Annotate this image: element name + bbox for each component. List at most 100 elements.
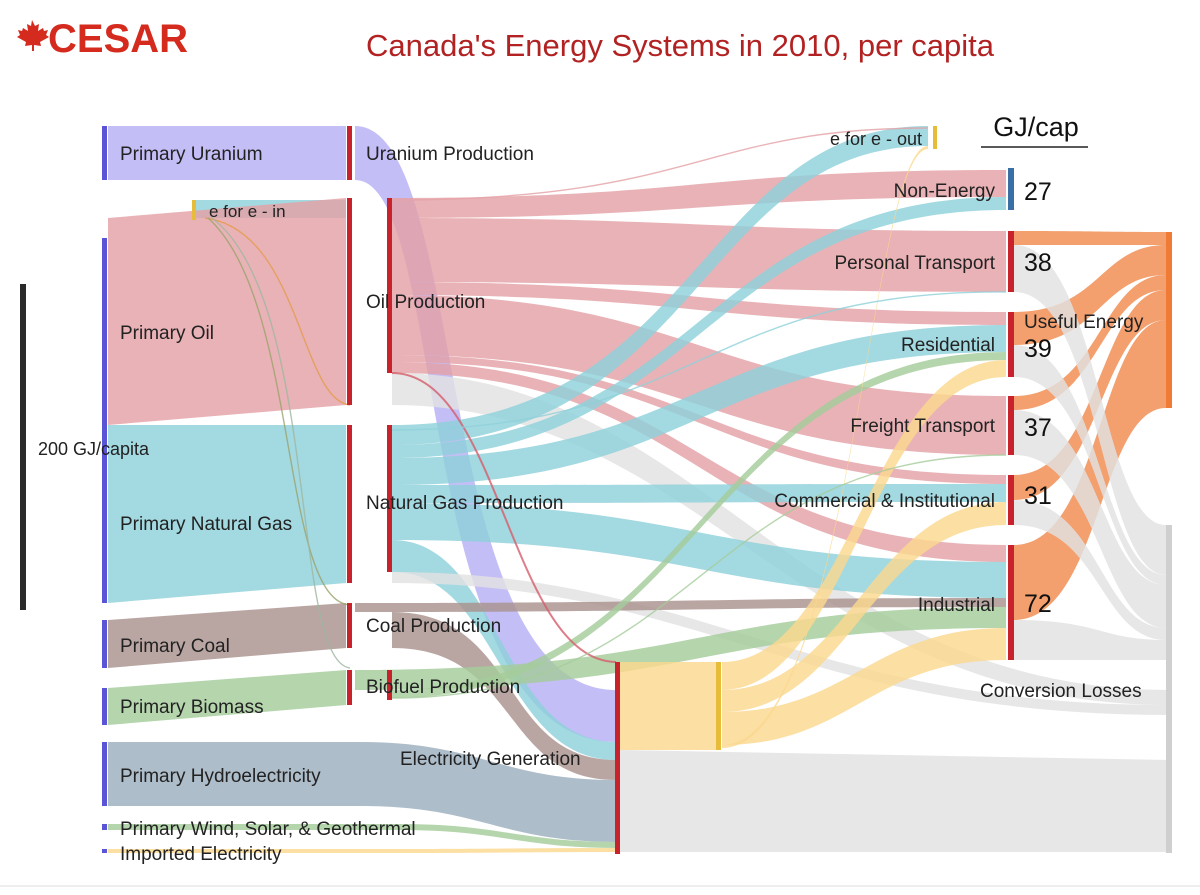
node-bar-efor-out	[933, 126, 937, 149]
cesar-logo: CESAR	[17, 17, 188, 61]
node-bar-conversion-losses	[1166, 525, 1172, 853]
sector-values: 27 38 39 37 31 72	[1024, 178, 1052, 618]
source-label-biomass: Primary Biomass	[120, 697, 264, 718]
flow-thin-efor-3	[211, 217, 351, 669]
node-bar-nonenergy	[1008, 168, 1014, 210]
source-bar-uranium	[102, 126, 107, 180]
conversion-losses-label: Conversion Losses	[980, 681, 1142, 702]
sector-label-personal: Personal Transport	[834, 253, 995, 274]
flow-oil-losses	[392, 373, 1170, 705]
flow-elec-commercial	[722, 502, 1006, 712]
flows	[108, 126, 1170, 853]
page-title: Canada's Energy Systems in 2010, per cap…	[366, 28, 995, 63]
sector-value-personal: 38	[1024, 249, 1052, 277]
flow-oil-residential	[392, 282, 1006, 325]
flow-personal-losses	[1014, 245, 1166, 575]
node-bar-biofuel-production-2	[387, 670, 392, 700]
node-bar-gas-production-2	[387, 425, 392, 572]
flow-industrial-useful	[1014, 320, 1166, 620]
flow-oil-nonenergy	[392, 170, 1006, 218]
flow-electricity-losses	[620, 750, 1170, 852]
flow-gas-commercial	[392, 484, 1006, 503]
source-bar-biomass	[102, 688, 107, 725]
node-bar-personal	[1008, 231, 1014, 292]
flow-residential-useful	[1014, 245, 1166, 345]
node-bar-gas-production-1	[347, 425, 352, 583]
flow-oil-commercial	[392, 355, 1006, 484]
sector-labels: e for e - out Non-Energy Personal Transp…	[774, 129, 995, 616]
flow-commercial-useful	[1014, 290, 1166, 500]
flow-elec-industrial	[722, 628, 1006, 745]
flow-biomass-residential	[392, 352, 1006, 698]
source-label-wind: Primary Wind, Solar, & Geothermal	[120, 819, 416, 840]
production-label-electricity: Electricity Generation	[400, 749, 581, 770]
sector-label-freight: Freight Transport	[850, 416, 995, 437]
source-bar-imported	[102, 849, 107, 853]
sector-value-commercial: 31	[1024, 482, 1052, 510]
flow-gas-nonenergy	[392, 197, 1006, 458]
source-label-gas: Primary Natural Gas	[120, 514, 292, 535]
production-label-biofuel: Biofuel Production	[366, 677, 520, 698]
maple-leaf-icon	[17, 20, 49, 51]
production-label-coal: Coal Production	[366, 616, 501, 637]
useful-energy-label: Useful Energy	[1024, 312, 1144, 333]
node-bars	[20, 126, 1172, 854]
scale-label: 200 GJ/capita	[38, 439, 150, 459]
flow-uranium-primary	[108, 126, 346, 180]
flow-thin-bio-freight	[391, 454, 1007, 699]
flow-hydro-primary	[108, 742, 616, 842]
scale-bar	[20, 284, 26, 610]
source-bar-gas	[102, 425, 107, 603]
node-bar-freight	[1008, 396, 1014, 455]
unit-heading: GJ/cap	[993, 112, 1079, 142]
node-bar-residential	[1008, 312, 1014, 377]
node-bar-commercial	[1008, 475, 1014, 525]
flow-oil-industrial	[392, 362, 1006, 562]
node-bar-oil-production-1	[347, 198, 352, 405]
flow-biomass-primary	[108, 670, 346, 725]
flow-oil-freight	[392, 295, 1006, 455]
flow-thin-oil-efor	[391, 127, 929, 201]
flow-thin-gas-personal	[391, 291, 1007, 431]
flow-gas-residential	[392, 325, 1006, 485]
production-label-uranium: Uranium Production	[366, 144, 534, 165]
efor-in-bar	[192, 200, 196, 220]
source-bar-wind	[102, 824, 107, 830]
node-bar-uranium-production	[347, 126, 352, 180]
flow-thin-efor-2	[207, 217, 351, 606]
flow-gas-primary	[108, 425, 346, 603]
flow-coal-electricity	[392, 612, 616, 780]
sector-label-nonenergy: Non-Energy	[894, 181, 996, 202]
flow-residential-losses	[1014, 345, 1166, 585]
source-label-efor-in: e for e - in	[209, 202, 286, 221]
flow-coal-industrial	[355, 598, 1006, 612]
flow-imported-primary	[108, 848, 616, 853]
source-labels: Primary Uranium e for e - in Primary Oil…	[120, 144, 416, 865]
flow-thin-oil-elec	[391, 372, 617, 663]
flow-freight-losses	[1014, 410, 1166, 628]
node-bar-useful-energy	[1166, 232, 1172, 408]
source-label-hydro: Primary Hydroelectricity	[120, 766, 321, 787]
sector-value-freight: 37	[1024, 414, 1052, 442]
flow-industrial-losses	[1014, 620, 1166, 660]
node-bar-electricity-distribution	[716, 662, 721, 750]
source-label-oil: Primary Oil	[120, 323, 214, 344]
sector-value-industrial: 72	[1024, 590, 1052, 618]
flow-coal-primary	[108, 603, 346, 668]
flow-oil-primary	[108, 198, 346, 425]
source-label-coal: Primary Coal	[120, 636, 230, 657]
source-label-imported: Imported Electricity	[120, 844, 282, 865]
production-labels: Uranium Production Oil Production Natura…	[366, 144, 581, 770]
source-bar-oil	[102, 238, 107, 425]
logo-text: CESAR	[48, 17, 188, 61]
flow-wind-primary	[108, 824, 616, 848]
production-label-oil: Oil Production	[366, 292, 485, 313]
flow-elec-residential	[722, 360, 1006, 690]
node-bar-electricity-generation	[615, 662, 620, 854]
node-bar-coal-production	[347, 603, 352, 648]
node-bar-oil-production-2	[387, 198, 392, 373]
source-bar-coal	[102, 620, 107, 668]
flow-freight-useful	[1014, 275, 1166, 410]
sector-value-nonenergy: 27	[1024, 178, 1052, 206]
